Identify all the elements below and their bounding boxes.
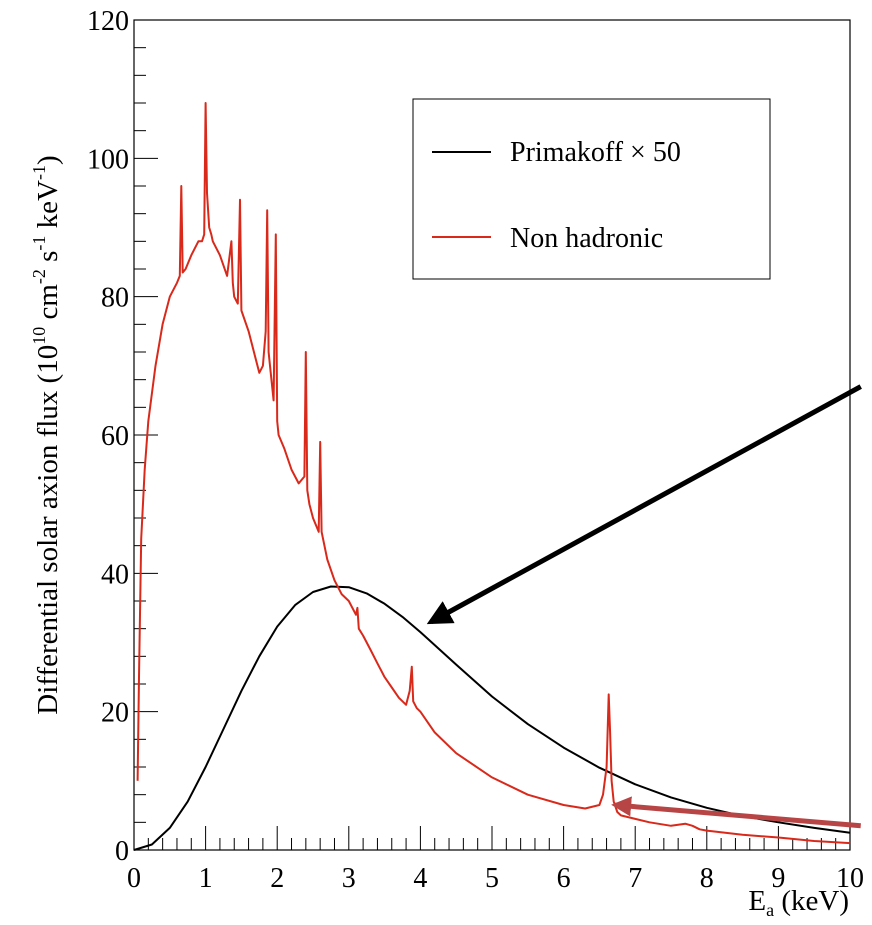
x-tick-label: 4	[413, 863, 427, 894]
annotation-arrow-black	[426, 384, 862, 625]
x-axis-title: Ea (keV)	[748, 885, 849, 920]
x-tick-labels: 0 1 2 3 4 5 6 7 8 9 10	[127, 863, 864, 894]
y-axis-title-post: )	[32, 155, 64, 165]
y-axis-title-mid1: cm	[32, 284, 64, 327]
y-axis-title-exp3: -1	[29, 236, 49, 251]
annotation-arrow-red	[611, 796, 861, 829]
y-axis-title-mid2: s	[32, 251, 64, 270]
y-tick-label: 0	[115, 836, 129, 867]
x-axis-title-main: E	[748, 885, 766, 917]
y-axis-title: Differential solar axion flux (1010 cm-2…	[29, 155, 64, 714]
y-tick-label: 100	[87, 144, 129, 175]
x-tick-label: 5	[485, 863, 499, 894]
x-axis-title-sub: a	[766, 900, 774, 920]
y-tick-label: 40	[101, 559, 129, 590]
y-tick-label: 80	[101, 283, 129, 314]
annotation-arrows	[426, 384, 862, 829]
y-tick-label: 60	[101, 421, 129, 452]
x-tick-label: 8	[700, 863, 714, 894]
series-lines	[133, 102, 851, 851]
x-tick-label: 0	[127, 863, 141, 894]
x-tick-label: 2	[270, 863, 284, 894]
series-line-non-hadronic	[136, 102, 851, 845]
x-tick-label: 1	[199, 863, 213, 894]
y-axis-title-mid3: keV	[32, 180, 64, 236]
y-tick-label: 20	[101, 698, 129, 729]
y-axis-title-base: 10	[32, 345, 64, 374]
y-tick-labels: 0 20 40 60 80 100 120	[87, 6, 129, 867]
y-axis-title-pre: Differential solar axion flux (	[32, 374, 64, 715]
y-axis-title-exp4: -1	[29, 165, 49, 180]
x-tick-label: 6	[557, 863, 571, 894]
legend: Primakoff × 50 Non hadronic	[412, 98, 771, 280]
x-tick-label: 9	[771, 863, 785, 894]
x-axis-title-post: (keV)	[774, 885, 849, 917]
series-line-primakoff-50	[133, 585, 851, 851]
x-tick-label: 10	[836, 863, 864, 894]
y-tick-label: 120	[87, 6, 129, 37]
legend-label-non-hadronic: Non hadronic	[510, 223, 663, 254]
x-tick-label: 7	[628, 863, 642, 894]
legend-label-primakoff: Primakoff × 50	[510, 137, 681, 168]
y-axis-title-exp1: 10	[29, 327, 49, 345]
x-tick-label: 3	[342, 863, 356, 894]
y-axis-title-exp2: -2	[29, 269, 49, 284]
legend-box	[412, 98, 771, 280]
